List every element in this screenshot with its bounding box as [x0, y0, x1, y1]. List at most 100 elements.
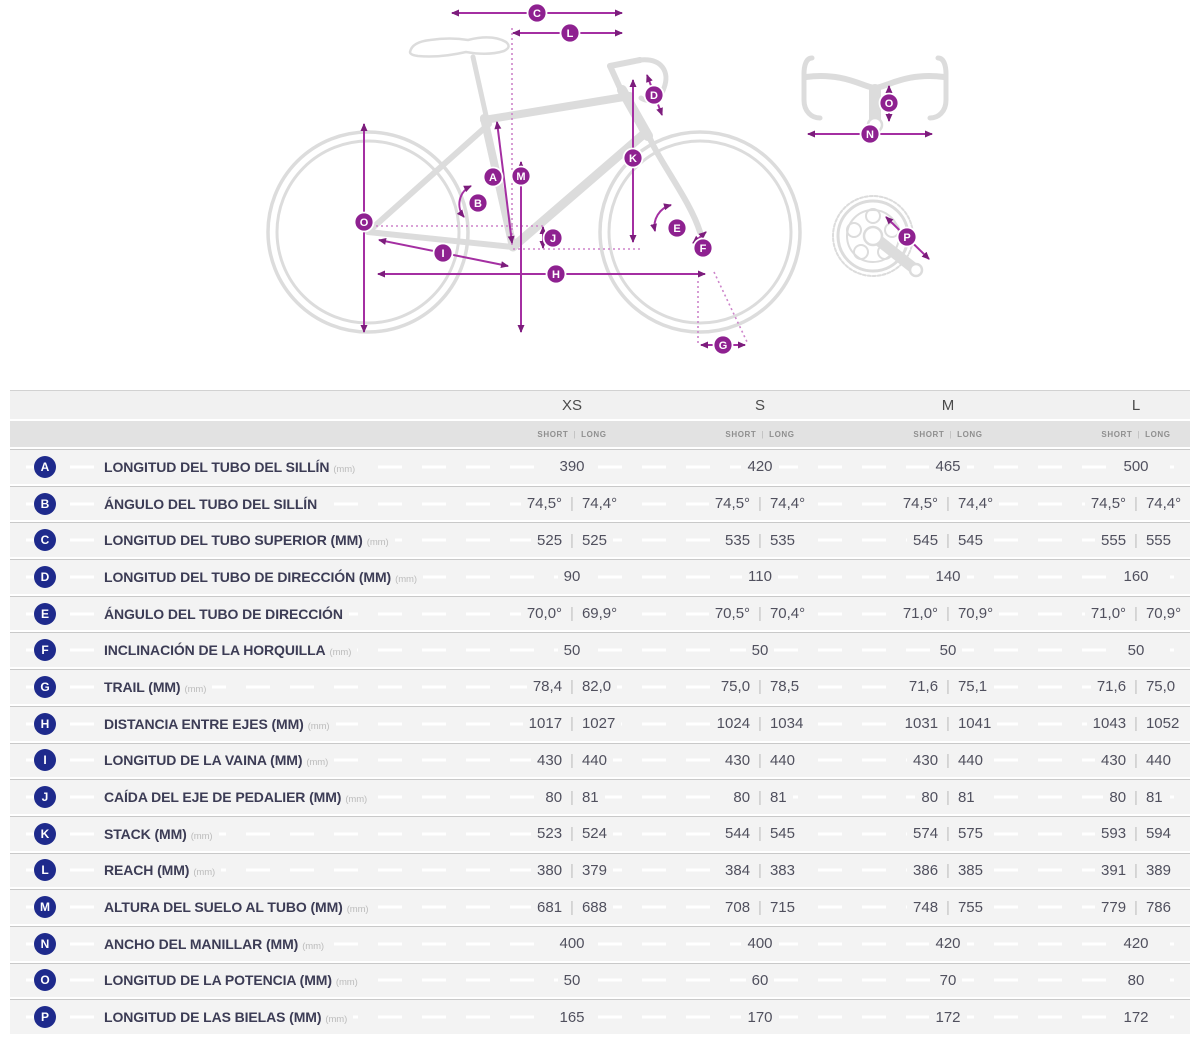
spec-value: 80 | 81: [539, 788, 605, 806]
spec-unit: (mm): [184, 683, 207, 695]
spec-value-cell-l: 71,6 | 75,0: [1042, 678, 1190, 696]
svg-text:H: H: [552, 269, 560, 281]
spec-value: 430 | 440: [907, 751, 989, 769]
spec-unit: (mm): [335, 977, 358, 989]
spec-unit: (mm): [346, 904, 369, 916]
spec-value: 593 | 594: [1095, 825, 1177, 843]
size-column-header-m: M: [941, 396, 955, 414]
spec-label: LONGITUD DEL TUBO SUPERIOR (MM) (mm): [98, 532, 395, 549]
spec-value: 545 | 545: [907, 531, 989, 549]
spec-value-cell-m: 140: [854, 568, 1042, 586]
spec-label: LONGITUD DEL TUBO DEL SILLÍN (mm): [98, 458, 362, 475]
spec-value: 160: [1117, 568, 1155, 586]
spec-unit: (mm): [329, 647, 352, 659]
spec-value: 50: [1121, 641, 1151, 659]
row-letter-badge: O: [34, 969, 56, 992]
spec-value-cell-s: 430 | 440: [666, 751, 854, 769]
spec-label-cell: N ANCHO DEL MANILLAR (MM) (mm): [10, 932, 478, 955]
svg-text:P: P: [903, 232, 910, 244]
row-letter-badge: E: [34, 602, 56, 625]
size-column-header-l: L: [1131, 396, 1141, 414]
diagram-badge-o: O: [878, 92, 900, 114]
spec-label: LONGITUD DE LAS BIELAS (MM) (mm): [98, 1009, 354, 1026]
measurement-lines: [360, 9, 933, 349]
spec-label-cell: H DISTANCIA ENTRE EJES (MM) (mm): [10, 712, 478, 735]
row-letter-badge: K: [34, 822, 56, 845]
spec-label: DISTANCIA ENTRE EJES (MM) (mm): [98, 715, 336, 732]
geometry-row-i: I LONGITUD DE LA VAINA (MM) (mm) 430 | 440 430…: [10, 742, 1190, 780]
spec-value: 165: [553, 1008, 591, 1026]
spec-value-cell-m: 748 | 755: [854, 898, 1042, 916]
spec-value: 80 | 81: [1103, 788, 1169, 806]
spec-value: 779 | 786: [1095, 898, 1177, 916]
spec-unit: (mm): [190, 830, 213, 842]
diagram-badge-h: H: [545, 263, 567, 285]
subheader-m: SHORT | LONG: [913, 429, 983, 439]
diagram-badge-f: F: [692, 237, 714, 259]
spec-value: 391 | 389: [1095, 861, 1177, 879]
spec-label: CAÍDA DEL EJE DE PEDALIER (MM) (mm): [98, 789, 374, 806]
diagram-badge-l: L: [559, 22, 581, 44]
spec-value: 430 | 440: [1095, 751, 1177, 769]
spec-value-cell-s: 400: [666, 935, 854, 953]
spec-value-cell-m: 80 | 81: [854, 788, 1042, 806]
spec-value: 80 | 81: [727, 788, 793, 806]
spec-unit: (mm): [366, 537, 389, 549]
svg-text:L: L: [567, 28, 574, 40]
svg-text:O: O: [360, 217, 369, 229]
spec-value: 420: [741, 458, 779, 476]
spec-value: 420: [929, 935, 967, 953]
diagram-badge-m: M: [510, 165, 532, 187]
spec-label-cell: I LONGITUD DE LA VAINA (MM) (mm): [10, 749, 478, 772]
spec-value: 430 | 440: [719, 751, 801, 769]
diagram-badge-d: D: [643, 84, 665, 106]
geometry-row-h: H DISTANCIA ENTRE EJES (MM) (mm) 1017 | 1027 1…: [10, 705, 1190, 743]
spec-value: 400: [741, 935, 779, 953]
spec-value-cell-l: 779 | 786: [1042, 898, 1190, 916]
spec-value: 71,6 | 75,1: [902, 678, 994, 696]
spec-value: 71,6 | 75,0: [1090, 678, 1182, 696]
row-letter-badge: D: [34, 565, 56, 588]
svg-text:G: G: [719, 340, 728, 352]
bike-illustration: [266, 36, 802, 334]
spec-value-cell-l: 50: [1042, 641, 1190, 659]
diagram-badge-g: G: [712, 334, 734, 356]
geometry-row-d: D LONGITUD DEL TUBO DE DIRECCIÓN (MM) (mm)…: [10, 559, 1190, 596]
spec-unit: (mm): [302, 940, 324, 952]
spec-value-cell-s: 70,5° | 70,4°: [666, 605, 854, 623]
spec-value: 380 | 379: [531, 861, 613, 879]
geometry-row-p: P LONGITUD DE LAS BIELAS (MM) (mm) 165 170 17…: [10, 999, 1190, 1036]
spec-value: 78,4 | 82,0: [526, 678, 618, 696]
spec-value-cell-xs: 78,4 | 82,0: [478, 678, 666, 696]
spec-label-cell: E ÁNGULO DEL TUBO DE DIRECCIÓN: [10, 602, 478, 625]
spec-value-cell-s: 80 | 81: [666, 788, 854, 806]
spec-value-cell-xs: 74,5° | 74,4°: [478, 495, 666, 513]
geometry-row-o: O LONGITUD DE LA POTENCIA (MM) (mm) 50 60 70 8…: [10, 962, 1190, 1000]
spec-value: 430 | 440: [531, 751, 613, 769]
spec-label-cell: O LONGITUD DE LA POTENCIA (MM) (mm): [10, 969, 478, 992]
spec-value: 748 | 755: [907, 898, 989, 916]
spec-value-cell-l: 80: [1042, 971, 1190, 989]
diagram-badge-k: K: [622, 147, 644, 169]
spec-value: 110: [742, 568, 778, 586]
diagram-badge-j: J: [542, 227, 564, 249]
spec-value-cell-m: 70: [854, 971, 1042, 989]
diagram-badge-c: C: [526, 2, 548, 24]
geometry-table: XS S M L SHORT | LONG SHORT | LONG SHORT | LON…: [10, 390, 1190, 1036]
svg-text:B: B: [474, 198, 482, 210]
spec-label: ANCHO DEL MANILLAR (MM) (mm): [98, 935, 330, 952]
svg-text:K: K: [629, 153, 637, 165]
spec-value: 1031 | 1041: [898, 715, 998, 733]
spec-value-cell-m: 545 | 545: [854, 531, 1042, 549]
bike-geometry-diagram: A B C D E F G H I J K L M N O O P: [266, 2, 949, 356]
spec-value: 523 | 524: [531, 825, 613, 843]
row-letter-badge: M: [34, 896, 56, 919]
spec-value-cell-xs: 80 | 81: [478, 788, 666, 806]
spec-value: 1024 | 1034: [710, 715, 810, 733]
spec-value: 74,5° | 74,4°: [708, 495, 812, 513]
spec-value: 50: [933, 641, 963, 659]
spec-value: 574 | 575: [907, 825, 989, 843]
spec-label: ALTURA DEL SUELO AL TUBO (MM) (mm): [98, 899, 375, 916]
spec-value-cell-m: 71,0° | 70,9°: [854, 605, 1042, 623]
